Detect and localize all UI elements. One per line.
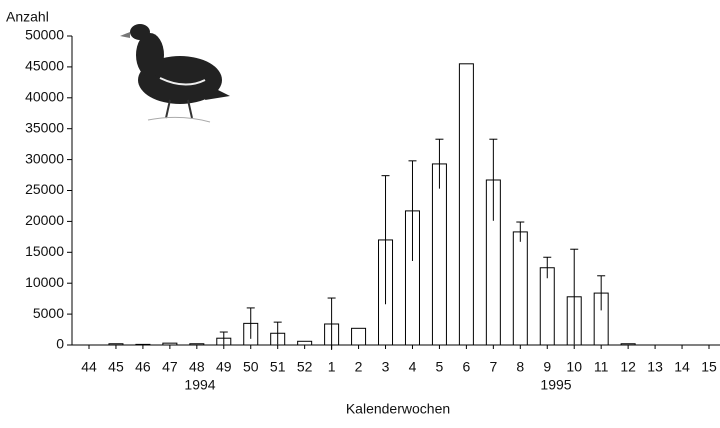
bar xyxy=(540,268,554,345)
bar xyxy=(621,344,635,345)
x-tick-label: 9 xyxy=(543,359,551,375)
bar xyxy=(459,64,473,345)
y-tick-label: 5000 xyxy=(33,305,64,321)
x-tick-label: 4 xyxy=(409,359,417,375)
x-tick-label: 5 xyxy=(436,359,444,375)
chart: Anzahl Kalenderwochen 0 5000 10000 15000 200… xyxy=(0,0,720,428)
y-tick-label: 30000 xyxy=(25,150,64,166)
bar xyxy=(136,344,150,345)
x-tick-label: 8 xyxy=(516,359,524,375)
bar xyxy=(513,232,527,345)
goose-illustration xyxy=(120,24,230,122)
x-tick-label: 51 xyxy=(270,359,286,375)
x-tick-label: 11 xyxy=(594,359,609,375)
x-tick-label: 50 xyxy=(243,359,259,375)
x-tick-label: 7 xyxy=(489,359,497,375)
x-axis-label: Kalenderwochen xyxy=(346,401,450,417)
bar xyxy=(190,344,204,345)
y-tick-label: 0 xyxy=(56,336,64,352)
x-tick-label: 1 xyxy=(328,359,336,375)
y-tick-label: 40000 xyxy=(25,89,64,105)
bar xyxy=(109,344,123,345)
y-tick-label: 25000 xyxy=(25,181,64,197)
x-tick-label: 44 xyxy=(81,359,97,375)
y-axis-label: Anzahl xyxy=(6,9,49,25)
y-tick-label: 45000 xyxy=(25,58,64,74)
x-tick-label: 6 xyxy=(462,359,470,375)
x-tick-label: 49 xyxy=(216,359,232,375)
x-tick-label: 2 xyxy=(355,359,363,375)
bar xyxy=(432,164,446,345)
x-tick-label: 48 xyxy=(189,359,205,375)
x-tick-label: 12 xyxy=(620,359,636,375)
y-tick-label: 35000 xyxy=(25,119,64,135)
bar xyxy=(298,341,312,345)
x-tick-label: 3 xyxy=(382,359,390,375)
x-tick-label: 46 xyxy=(135,359,151,375)
year-label: 1995 xyxy=(540,377,571,393)
x-tick-label: 47 xyxy=(162,359,178,375)
x-tick-label: 45 xyxy=(108,359,124,375)
y-tick-label: 10000 xyxy=(25,274,64,290)
y-tick-label: 15000 xyxy=(25,243,64,259)
year-label: 1994 xyxy=(184,377,215,393)
y-tick-label: 50000 xyxy=(25,27,64,43)
x-tick-label: 14 xyxy=(674,359,690,375)
x-tick-label: 13 xyxy=(647,359,663,375)
bar xyxy=(352,328,366,345)
x-tick-label: 15 xyxy=(701,359,717,375)
x-tick-label: 10 xyxy=(566,359,582,375)
x-tick-label: 52 xyxy=(297,359,313,375)
bar xyxy=(163,343,177,345)
y-tick-label: 20000 xyxy=(25,212,64,228)
